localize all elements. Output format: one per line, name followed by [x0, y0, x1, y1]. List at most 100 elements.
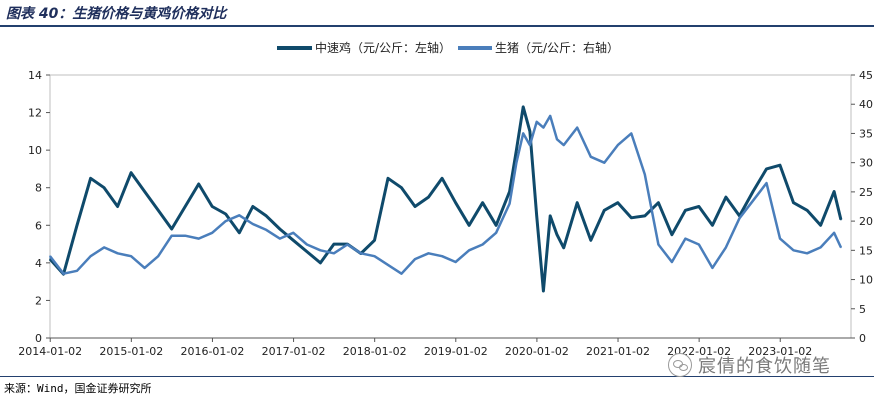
point-pig — [603, 161, 606, 164]
point-pig — [617, 144, 619, 146]
point-chicken — [103, 186, 105, 189]
watermark-text: 宸倩的食饮随笔 — [698, 356, 831, 377]
point-pig — [535, 121, 538, 123]
wechat-icon — [668, 353, 692, 377]
series-line-chicken — [48, 105, 843, 293]
point-chicken — [617, 201, 619, 204]
point-pig — [387, 264, 389, 266]
point-pig — [779, 237, 781, 240]
point-chicken — [157, 209, 159, 212]
point-pig — [143, 267, 146, 269]
y-right-tick-label: 25 — [859, 186, 873, 199]
point-pig — [515, 161, 518, 164]
point-chicken — [130, 171, 132, 174]
point-chicken — [603, 209, 606, 212]
point-chicken — [562, 247, 565, 249]
point-pig — [414, 258, 416, 260]
y-right-tick-label: 30 — [859, 157, 873, 170]
point-chicken — [630, 217, 633, 219]
point-chicken — [89, 177, 92, 180]
point-pig — [806, 252, 808, 255]
point-pig — [238, 214, 241, 217]
point-chicken — [556, 233, 558, 236]
point-chicken — [671, 233, 673, 236]
point-chicken — [427, 196, 430, 198]
point-chicken — [779, 164, 781, 166]
point-chicken — [508, 190, 511, 193]
point-pig — [103, 246, 105, 249]
point-chicken — [765, 168, 768, 170]
y-left-tick-label: 12 — [28, 107, 42, 120]
point-pig — [360, 252, 362, 255]
point-pig — [529, 144, 531, 146]
point-chicken — [238, 232, 241, 234]
point-chicken — [576, 201, 578, 204]
point-chicken — [387, 177, 389, 180]
point-pig — [542, 126, 545, 129]
legend-label-pig: 生猪（元/公斤：右轴） — [495, 40, 619, 55]
point-chicken — [76, 224, 78, 227]
x-tick-label: 2020-01-02 — [505, 345, 569, 358]
point-chicken — [265, 215, 268, 217]
point-chicken — [515, 149, 518, 151]
point-pig — [725, 246, 727, 249]
point-pig — [792, 249, 795, 252]
point-chicken — [819, 224, 822, 227]
point-chicken — [116, 205, 119, 208]
x-tick-label: 2017-01-02 — [262, 345, 326, 358]
point-chicken — [711, 224, 714, 227]
point-chicken — [211, 205, 213, 208]
point-chicken — [197, 183, 200, 185]
point-pig — [292, 232, 295, 234]
x-tick-label: 2023-01-02 — [748, 345, 812, 358]
y-left-tick-label: 0 — [35, 332, 42, 345]
point-pig — [211, 232, 213, 234]
point-chicken — [224, 213, 227, 215]
point-chicken — [684, 209, 687, 212]
point-chicken — [529, 130, 531, 133]
series-lines — [48, 105, 843, 293]
point-pig — [508, 202, 511, 205]
point-pig — [549, 115, 551, 117]
point-chicken — [292, 239, 295, 242]
point-pig — [184, 234, 186, 237]
point-chicken — [170, 228, 173, 230]
point-chicken — [414, 205, 416, 208]
point-pig — [279, 237, 281, 240]
point-chicken — [481, 201, 484, 204]
point-chicken — [725, 196, 727, 198]
point-chicken — [333, 243, 335, 245]
source-note: 来源：Wind，国金证券研究所 — [4, 382, 152, 395]
line-chart: 0 2 4 6 8 10 12 14 0 5 10 15 20 25 30 35 40 45 2014-01-02 2… — [18, 40, 873, 358]
point-chicken — [833, 190, 835, 193]
point-pig — [562, 144, 565, 146]
series-line-pig — [49, 114, 843, 275]
point-chicken — [400, 186, 403, 189]
point-pig — [49, 255, 51, 257]
y-left-tick-label: 4 — [35, 257, 42, 270]
footer-divider — [0, 376, 874, 377]
point-chicken — [535, 215, 538, 217]
point-pig — [346, 243, 349, 246]
point-pig — [738, 217, 741, 219]
point-pig — [306, 243, 308, 246]
point-chicken — [441, 177, 443, 180]
point-chicken — [840, 218, 842, 221]
point-chicken — [657, 201, 660, 204]
point-pig — [252, 223, 254, 225]
point-pig — [76, 270, 78, 272]
y-right-tick-label: 10 — [859, 274, 873, 287]
point-pig — [630, 132, 633, 135]
point-pig — [481, 243, 484, 246]
legend: 中速鸡（元/公斤：左轴） 生猪（元/公斤：右轴） — [277, 40, 619, 55]
point-pig — [698, 243, 700, 246]
y-left-tick-label: 2 — [35, 294, 42, 307]
point-pig — [522, 132, 524, 135]
point-pig — [62, 272, 65, 275]
point-chicken — [319, 262, 322, 264]
point-pig — [157, 255, 159, 257]
point-pig — [170, 234, 173, 237]
x-tick-label: 2018-01-02 — [343, 345, 407, 358]
point-pig — [752, 199, 754, 202]
x-tick-label: 2015-01-02 — [99, 345, 163, 358]
